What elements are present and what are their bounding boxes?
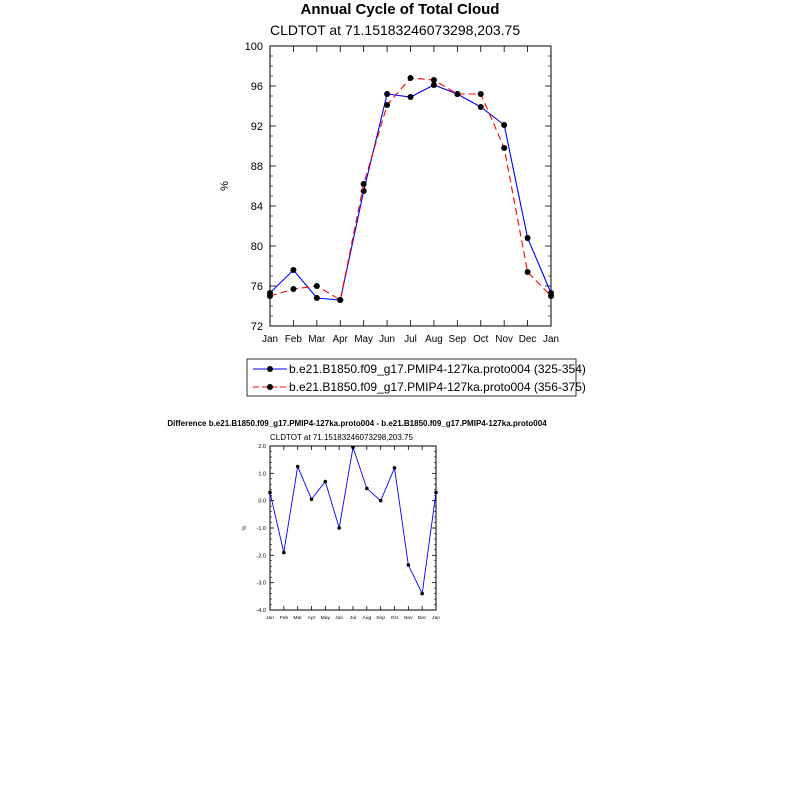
y-tick-label: 88 xyxy=(251,161,263,173)
series-1-point xyxy=(477,104,484,110)
series-2-point xyxy=(337,297,344,303)
plot-frame xyxy=(269,445,437,611)
x-tick-label: Mar xyxy=(293,615,302,621)
legend-marker-2 xyxy=(267,384,273,390)
x-tick-label: Jan xyxy=(432,615,440,621)
x-tick-label: Nov xyxy=(404,615,413,621)
x-tick-label: Dec xyxy=(418,615,427,621)
y-tick-label: -2.0 xyxy=(257,553,266,559)
x-tick-label: Oct xyxy=(473,334,489,345)
x-tick-label: May xyxy=(321,615,331,621)
plot-frame xyxy=(269,45,552,327)
y-axis-label: % xyxy=(219,181,231,191)
y-tick-label: -3.0 xyxy=(257,581,266,587)
series-1-point xyxy=(323,479,328,484)
series-1-point xyxy=(365,486,369,491)
series-2-point xyxy=(501,145,508,151)
y-tick-label: 0.0 xyxy=(258,499,266,505)
y-tick-label: 80 xyxy=(251,241,263,253)
series-2-point xyxy=(360,181,367,187)
main-chart-title: Annual Cycle of Total Cloud xyxy=(300,1,500,18)
series-1-point xyxy=(290,267,297,273)
y-tick-label: 76 xyxy=(251,281,263,293)
series-1-point xyxy=(351,445,355,450)
series-2-point xyxy=(384,102,391,108)
x-tick-label: Jan xyxy=(543,334,559,345)
series-2-point xyxy=(313,283,320,289)
x-tick-label: Feb xyxy=(280,615,289,621)
x-tick-label: Mar xyxy=(308,334,326,345)
series-1-point xyxy=(309,497,314,502)
series-2-point xyxy=(548,293,554,299)
y-tick-label: 96 xyxy=(251,81,263,93)
y-tick-label: 84 xyxy=(251,201,263,213)
series-1-point xyxy=(313,295,320,301)
x-tick-label: Aug xyxy=(362,615,371,621)
y-tick-label: 100 xyxy=(245,41,263,53)
series-2-point xyxy=(430,77,437,83)
x-tick-label: Nov xyxy=(495,334,513,345)
x-tick-label: Oct xyxy=(391,615,399,621)
main-chart-subtitle: CLDTOT at 71.15183246073298,203.75 xyxy=(270,22,521,38)
series-1-point xyxy=(406,563,411,567)
series-2-point xyxy=(290,286,297,292)
series-1-point xyxy=(524,235,531,241)
diff-chart-title: Difference b.e21.B1850.f09_g17.PMIP4-127… xyxy=(167,419,547,428)
chart-2: -4.0 -3.0 -2.0 -1.0 0.0 1.0 2.0 Jan Feb Mar Apr May… xyxy=(242,444,440,621)
x-tick-label: Jan xyxy=(262,334,278,345)
series-2-point xyxy=(454,91,461,97)
series-1-point xyxy=(434,490,438,495)
legend-entry-1: b.e21.B1850.f09_g17.PMIP4-127ka.proto004… xyxy=(289,362,586,376)
series-2-point xyxy=(407,75,414,81)
series-line-1 xyxy=(269,447,437,596)
y-tick-label: 1.0 xyxy=(258,471,266,477)
x-tick-label: Jun xyxy=(379,334,395,345)
series-1-point xyxy=(295,464,300,469)
series-2-point xyxy=(267,293,273,299)
x-tick-label: Jun xyxy=(335,615,343,621)
x-tick-label: Feb xyxy=(285,334,303,345)
series-1-point xyxy=(392,466,397,470)
x-tick-label: Apr xyxy=(333,334,349,345)
x-tick-label: Jul xyxy=(404,334,417,345)
y-tick-label: 92 xyxy=(251,121,263,133)
series-1-point xyxy=(337,526,341,530)
series-1-point xyxy=(384,91,391,97)
series-1-point xyxy=(501,122,508,128)
series-line-1 xyxy=(269,84,552,301)
series-1-point xyxy=(378,498,383,503)
x-tick-label: Apr xyxy=(308,615,316,621)
series-line-2 xyxy=(269,77,552,301)
x-tick-label: May xyxy=(354,334,373,345)
x-tick-label: Aug xyxy=(425,334,443,345)
x-tick-label: Jan xyxy=(266,615,274,621)
x-tick-label: Sep xyxy=(376,615,385,621)
series-1-point xyxy=(360,188,367,194)
legend-box xyxy=(246,358,577,397)
legend-entry-2: b.e21.B1850.f09_g17.PMIP4-127ka.proto004… xyxy=(289,380,586,394)
y-tick-label: 72 xyxy=(251,321,263,333)
series-1-point xyxy=(407,94,414,100)
series-1-point xyxy=(268,490,272,495)
diff-chart-subtitle: CLDTOT at 71.15183246073298,203.75 xyxy=(270,433,413,442)
series-2-point xyxy=(477,91,484,97)
series-1-point xyxy=(430,82,437,88)
y-tick-label: -1.0 xyxy=(257,526,266,532)
y-axis-label: % xyxy=(242,525,248,530)
series-1-point xyxy=(282,550,286,555)
y-tick-label: -4.0 xyxy=(257,608,266,614)
chart-1: 72 76 80 84 88 92 96 100 Jan Feb Mar Apr May Jun Jul Au… xyxy=(219,41,586,397)
legend-marker-1 xyxy=(267,366,273,372)
y-tick-label: 2.0 xyxy=(258,444,266,450)
x-tick-label: Sep xyxy=(449,334,467,345)
x-tick-label: Jul xyxy=(350,615,356,621)
series-1-point xyxy=(420,591,424,596)
x-tick-label: Dec xyxy=(519,334,537,345)
series-2-point xyxy=(524,269,531,275)
